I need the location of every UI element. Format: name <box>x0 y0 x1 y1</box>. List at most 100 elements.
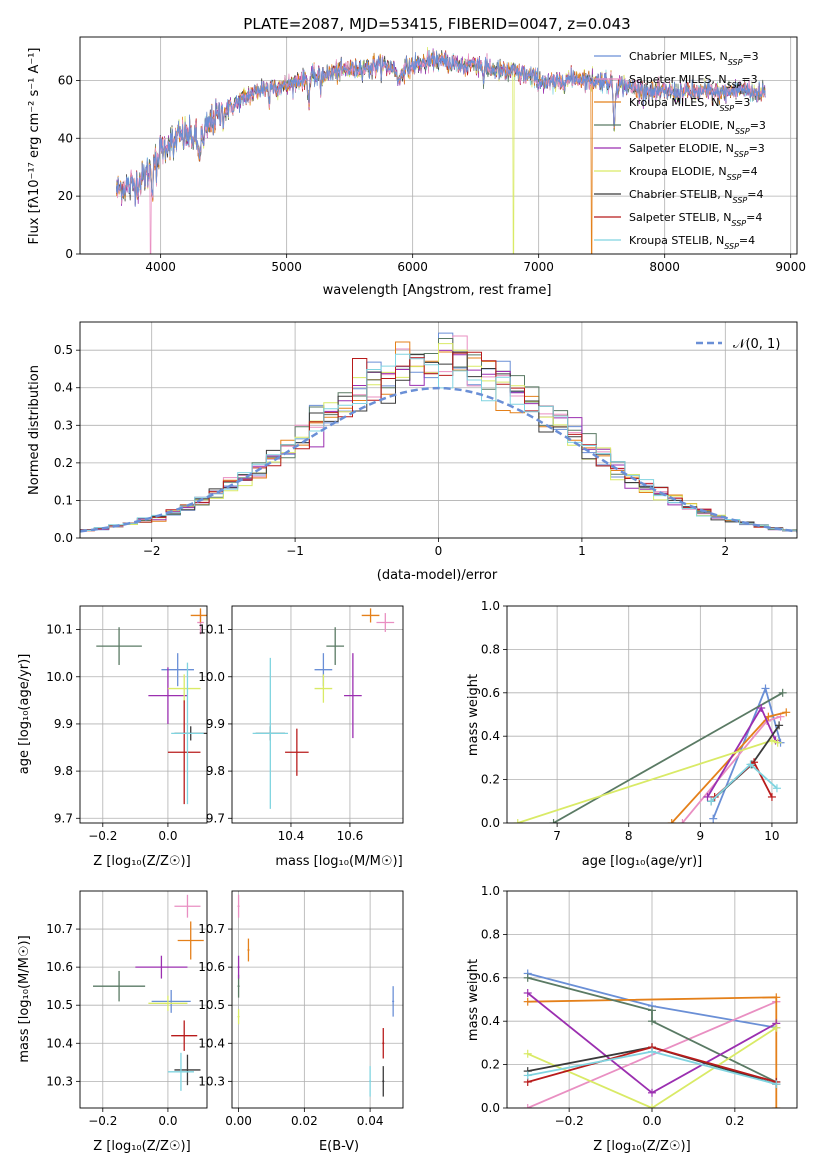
metallicity-xlabel-2: Z [log₁₀(Z/Z☉)] <box>93 1139 190 1154</box>
axes-frame <box>79 605 208 824</box>
y-tick-label: 0.1 <box>54 493 73 507</box>
y-tick-label: 10.0 <box>198 670 225 684</box>
y-tick-label: 9.9 <box>54 717 73 731</box>
plot-area <box>523 969 781 1108</box>
axes-frame <box>506 890 798 1109</box>
legend-name: Kroupa STELIB, N <box>629 234 724 247</box>
age-vs-mass-panel: 10.4 10.6 9.7 9.8 9.9 10.0 10.1 <box>198 605 404 843</box>
x-tick-label: 9000 <box>775 260 806 274</box>
mass-vs-extinction-panel: 0.00 0.02 0.04 10.3 10.4 10.5 10.6 10.7 <box>198 890 404 1128</box>
x-tick-label: 1 <box>578 544 586 558</box>
legend-name: Salpeter STELIB, N <box>629 211 731 224</box>
y-tick-label: 10.4 <box>46 1036 73 1050</box>
age-xlabel: age [log₁₀(age/yr)] <box>582 854 703 869</box>
x-tick-label: 10.4 <box>278 829 305 843</box>
y-tick-label: 10.7 <box>46 922 73 936</box>
legend-entry: Salpeter STELIB, NSSP=4 <box>629 211 762 228</box>
legend-sub: SSP <box>719 104 734 113</box>
x-tick-label: 0.0 <box>158 829 177 843</box>
y-tick-label: 9.7 <box>206 811 225 825</box>
x-tick-label: 7000 <box>523 260 554 274</box>
legend-suffix: =3 <box>749 142 765 155</box>
axes-frame <box>231 890 404 1109</box>
legend-suffix: =4 <box>741 165 757 178</box>
metallicity-xlabel-3: Z [log₁₀(Z/Z☉)] <box>593 1139 690 1154</box>
mass-weight-ylabel-2: mass weight <box>466 959 481 1041</box>
ticks: −0.2 0.0 0.2 0.0 0.2 0.4 0.6 0.8 1.0 <box>481 884 744 1128</box>
legend-sub: SSP <box>733 196 748 205</box>
legend-sub: SSP <box>727 81 742 90</box>
y-tick-label: 0.0 <box>481 1101 500 1115</box>
legend-name: Kroupa ELODIE, N <box>629 165 727 178</box>
x-tick-label: 2 <box>721 544 729 558</box>
mass-weight-line-3 <box>527 976 777 1083</box>
x-tick-label: 9 <box>697 829 705 843</box>
spectrum-ylabel: Flux [fλ10⁻¹⁷ erg cm⁻² s⁻¹ A⁻¹] <box>27 48 42 245</box>
legend-sub: SSP <box>734 150 749 159</box>
y-tick-label: 0.6 <box>481 971 500 985</box>
axes-frame <box>231 605 404 824</box>
axes-frame <box>79 36 798 255</box>
x-tick-label: 0.04 <box>357 1114 384 1128</box>
plot-area <box>93 894 204 1091</box>
y-tick-label: 9.7 <box>54 811 73 825</box>
legend-sub: SSP <box>735 127 750 136</box>
mass-weight-ylabel: mass weight <box>466 674 481 756</box>
legend-entry: Kroupa MILES, NSSP=3 <box>629 96 750 113</box>
legend-name: Salpeter MILES, N <box>629 73 727 86</box>
y-tick-label: 10.4 <box>198 1036 225 1050</box>
x-tick-label: −2 <box>143 544 161 558</box>
legend-entry: Chabrier ELODIE, NSSP=3 <box>629 119 766 136</box>
y-tick-label: 9.8 <box>54 764 73 778</box>
y-tick-label: 10.6 <box>198 960 225 974</box>
spectrum-xlabel: wavelength [Angstrom, rest frame] <box>323 283 552 298</box>
y-tick-label: 10.5 <box>198 998 225 1012</box>
legend-name: Kroupa MILES, N <box>629 96 719 109</box>
y-tick-label: 10.5 <box>46 998 73 1012</box>
ticks: 10.4 10.6 9.7 9.8 9.9 10.0 10.1 <box>198 623 363 843</box>
age-ylabel: age [log₁₀(age/yr)] <box>17 654 32 775</box>
residual-histogram-panel: −2 −1 0 1 2 0.0 0.1 0.2 0.3 0.4 0.5 <box>54 321 798 558</box>
legend-name: Salpeter ELODIE, N <box>629 142 734 155</box>
y-tick-label: 60 <box>58 73 73 87</box>
spectrum-line-0 <box>116 50 766 207</box>
legend-entry: Chabrier STELIB, NSSP=4 <box>629 188 763 205</box>
legend-suffix: =3 <box>734 96 750 109</box>
y-tick-label: 10.0 <box>46 670 73 684</box>
grid <box>80 891 207 1108</box>
legend-name: Chabrier ELODIE, N <box>629 119 735 132</box>
y-tick-label: 10.3 <box>46 1074 73 1088</box>
y-tick-label: 0.6 <box>481 686 500 700</box>
y-tick-label: 40 <box>58 131 73 145</box>
plot-area <box>116 46 766 254</box>
y-tick-label: 9.8 <box>206 764 225 778</box>
ticks: 7 8 9 10 0.0 0.2 0.4 0.6 0.8 1.0 <box>481 599 780 843</box>
x-tick-label: 0.0 <box>158 1114 177 1128</box>
legend-name: Chabrier MILES, N <box>629 50 728 63</box>
x-tick-label: 4000 <box>145 260 176 274</box>
x-tick-label: 5000 <box>271 260 302 274</box>
legend-entry: Chabrier MILES, NSSP=3 <box>629 50 759 67</box>
x-tick-label: 0.2 <box>725 1114 744 1128</box>
plot-area <box>80 332 797 534</box>
x-tick-label: −0.2 <box>555 1114 584 1128</box>
y-tick-label: 20 <box>58 189 73 203</box>
legend-entry: Salpeter MILES, NSSP=3 <box>629 73 758 90</box>
ticks: −0.2 0.0 9.7 9.8 9.9 10.0 10.1 <box>46 623 177 843</box>
age-vs-metallicity-panel: −0.2 0.0 9.7 9.8 9.9 10.0 10.1 <box>46 605 208 843</box>
mass-weight-vs-metallicity-panel: −0.2 0.0 0.2 0.0 0.2 0.4 0.6 0.8 1.0 <box>481 884 798 1128</box>
y-tick-label: 0.4 <box>54 381 73 395</box>
mass-weight-vs-age-panel: 7 8 9 10 0.0 0.2 0.4 0.6 0.8 1.0 <box>481 599 798 843</box>
metallicity-xlabel: Z [log₁₀(Z/Z☉)] <box>93 854 190 869</box>
ticks: −0.2 0.0 10.3 10.4 10.5 10.6 10.7 <box>46 922 177 1128</box>
x-tick-label: 8000 <box>649 260 680 274</box>
ticks: 0.00 0.02 0.04 10.3 10.4 10.5 10.6 10.7 <box>198 922 383 1128</box>
y-tick-label: 0.2 <box>481 1058 500 1072</box>
x-tick-label: 0.00 <box>225 1114 252 1128</box>
y-tick-label: 0.4 <box>481 729 500 743</box>
plot-area <box>513 684 791 823</box>
mass-weight-line-0 <box>712 685 782 820</box>
normal-curve <box>80 386 797 533</box>
histogram-legend: 𝒩(0, 1) <box>696 337 780 352</box>
